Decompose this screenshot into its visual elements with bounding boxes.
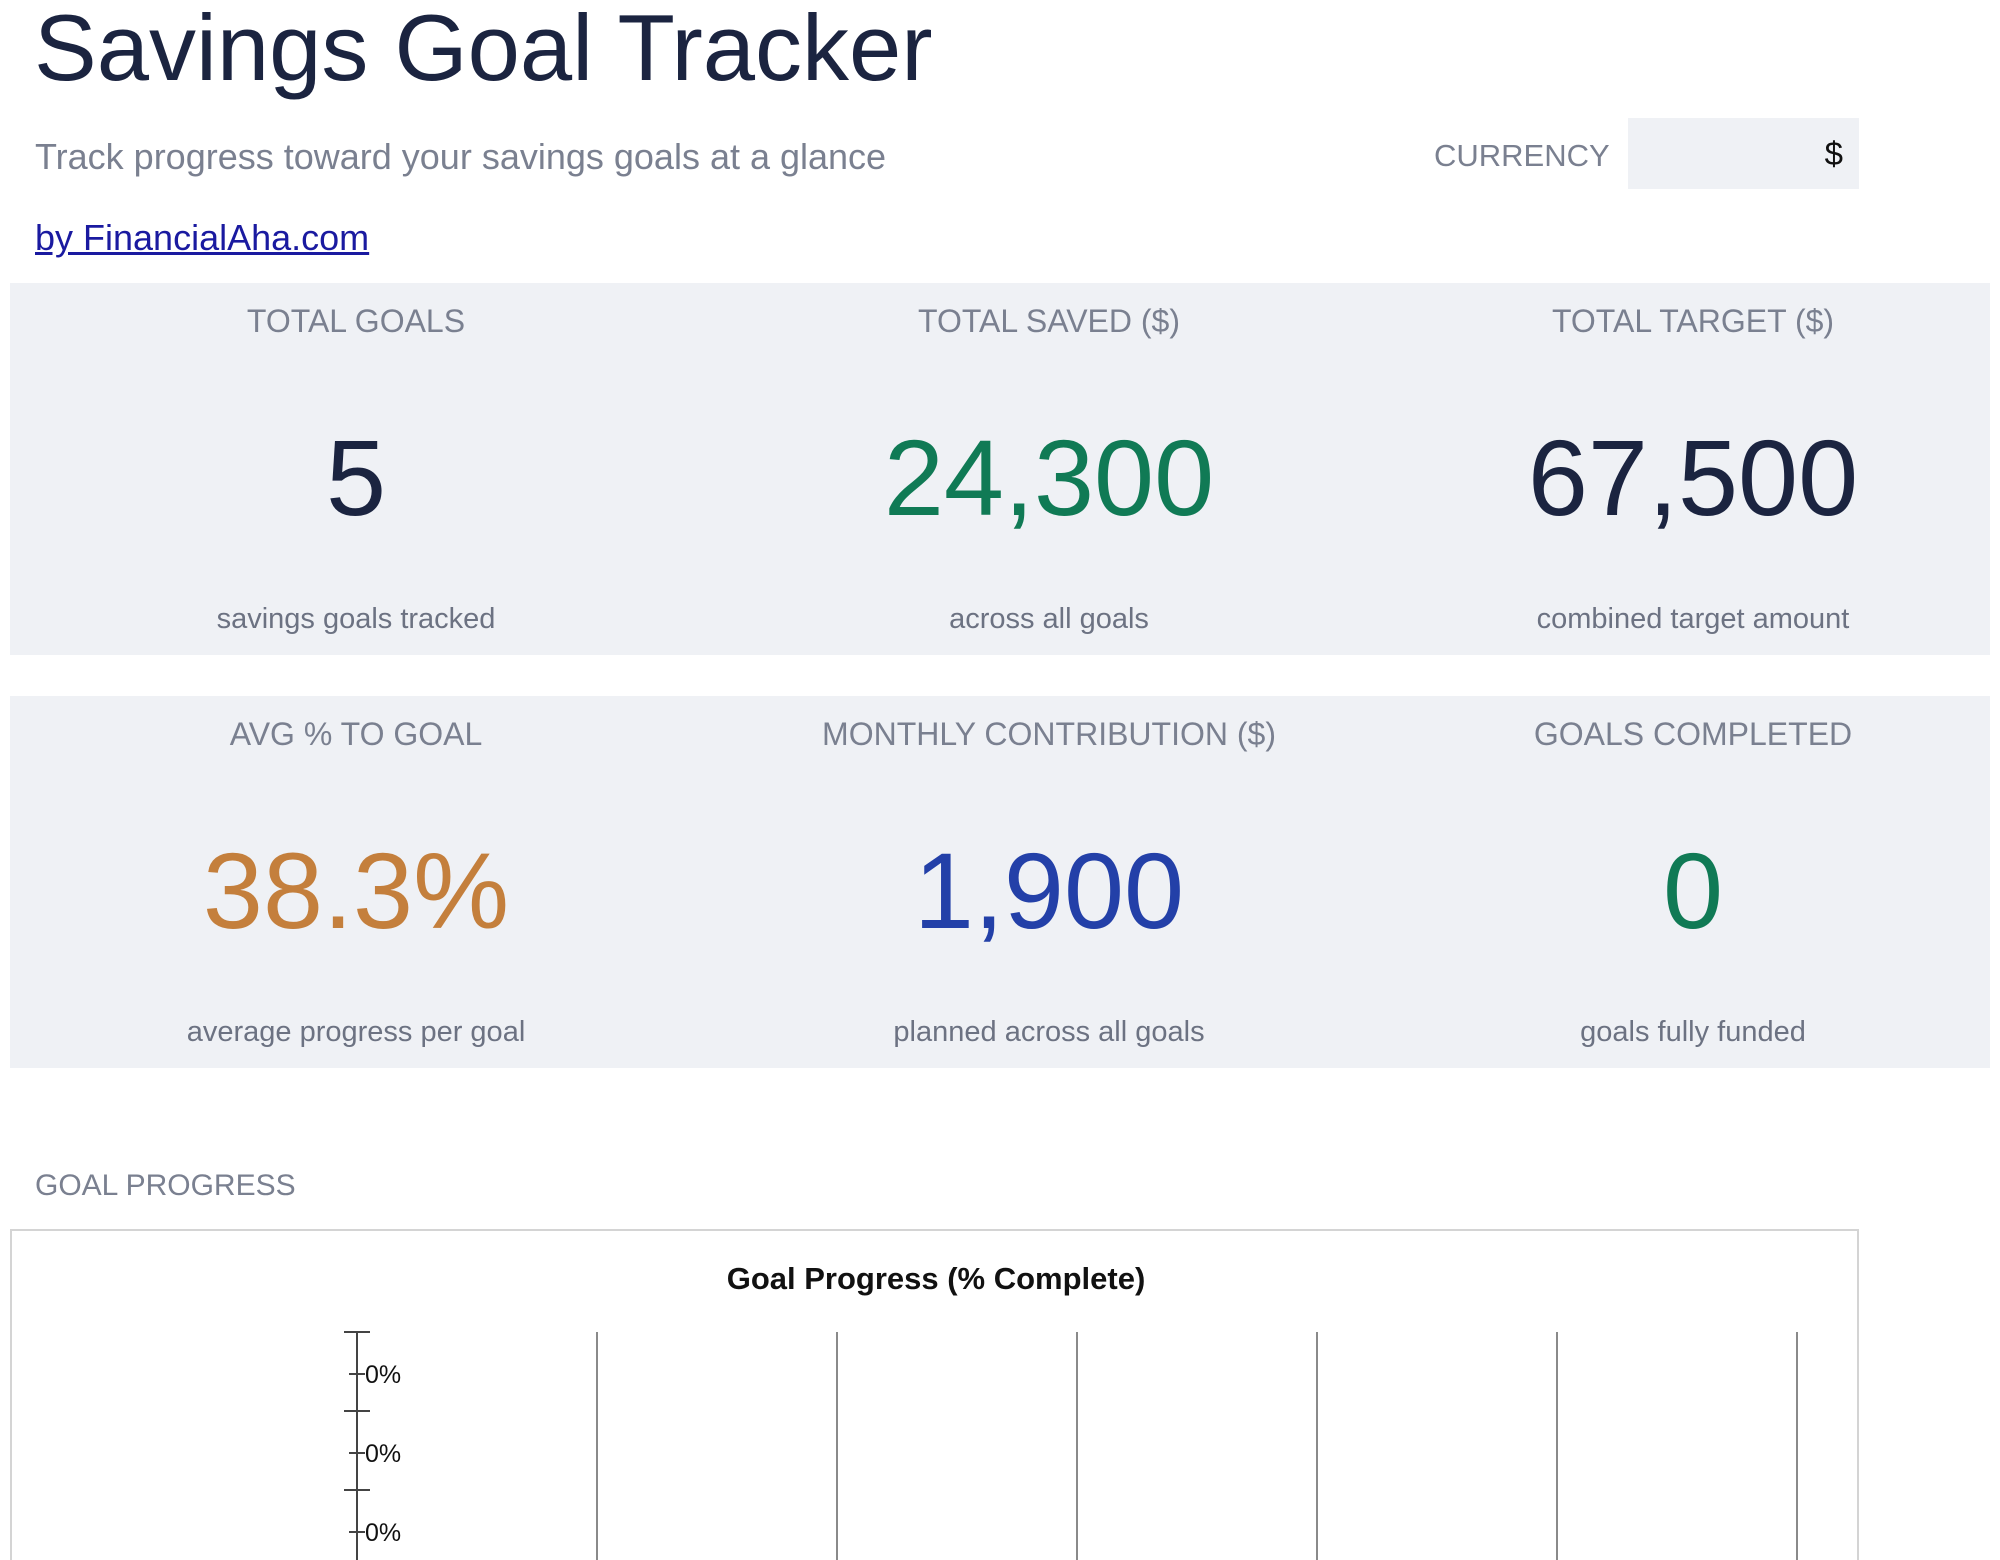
kpi-caption: savings goals tracked — [216, 603, 496, 635]
kpi-row-1: TOTAL GOALS 5 savings goals tracked TOTA… — [10, 283, 1990, 655]
kpi-label: AVG % TO GOAL — [229, 716, 483, 752]
goal-progress-chart[interactable]: Goal Progress (% Complete) 0% 0% 0% — [10, 1229, 1859, 1560]
kpi-label: MONTHLY CONTRIBUTION ($) — [822, 716, 1276, 752]
kpi-label: TOTAL TARGET ($) — [1551, 303, 1835, 339]
currency-input[interactable]: $ — [1628, 118, 1859, 189]
kpi-caption: average progress per goal — [186, 1016, 526, 1048]
kpi-total-goals: TOTAL GOALS 5 savings goals tracked — [10, 283, 702, 655]
kpi-value: 5 — [325, 417, 387, 538]
kpi-caption: goals fully funded — [1580, 1016, 1806, 1048]
goal-progress-section-label: GOAL PROGRESS — [35, 1169, 296, 1202]
kpi-value: 1,900 — [913, 830, 1185, 951]
kpi-value: 38.3% — [202, 830, 510, 951]
chart-canvas: Goal Progress (% Complete) 0% 0% 0% — [344, 1261, 1798, 1560]
kpi-caption: across all goals — [949, 603, 1149, 635]
kpi-monthly-contribution: MONTHLY CONTRIBUTION ($) 1,900 planned a… — [702, 696, 1396, 1068]
kpi-label: TOTAL GOALS — [246, 303, 466, 339]
y-tick-label: 0% — [365, 1361, 401, 1389]
kpi-caption: planned across all goals — [893, 1016, 1205, 1048]
currency-label: CURRENCY — [1434, 138, 1610, 173]
kpi-avg-to-goal: AVG % TO GOAL 38.3% average progress per… — [10, 696, 702, 1068]
kpi-label: TOTAL SAVED ($) — [918, 303, 1180, 339]
kpi-total-target: TOTAL TARGET ($) 67,500 combined target … — [1396, 283, 1990, 655]
kpi-value: 0 — [1662, 830, 1724, 951]
page-title: Savings Goal Tracker — [34, 0, 933, 100]
chart-title: Goal Progress (% Complete) — [727, 1261, 1146, 1296]
kpi-row-2: AVG % TO GOAL 38.3% average progress per… — [10, 696, 1990, 1068]
kpi-value: 24,300 — [883, 417, 1215, 538]
kpi-goals-completed: GOALS COMPLETED 0 goals fully funded — [1396, 696, 1990, 1068]
kpi-total-saved: TOTAL SAVED ($) 24,300 across all goals — [702, 283, 1396, 655]
page-subtitle: Track progress toward your savings goals… — [35, 136, 887, 177]
kpi-caption: combined target amount — [1536, 603, 1850, 635]
y-tick-label: 0% — [365, 1440, 401, 1468]
kpi-label: GOALS COMPLETED — [1533, 716, 1853, 752]
kpi-value: 67,500 — [1527, 417, 1859, 538]
y-tick-label: 0% — [365, 1519, 401, 1547]
financialaha-link[interactable]: by FinancialAha.com — [35, 217, 370, 258]
